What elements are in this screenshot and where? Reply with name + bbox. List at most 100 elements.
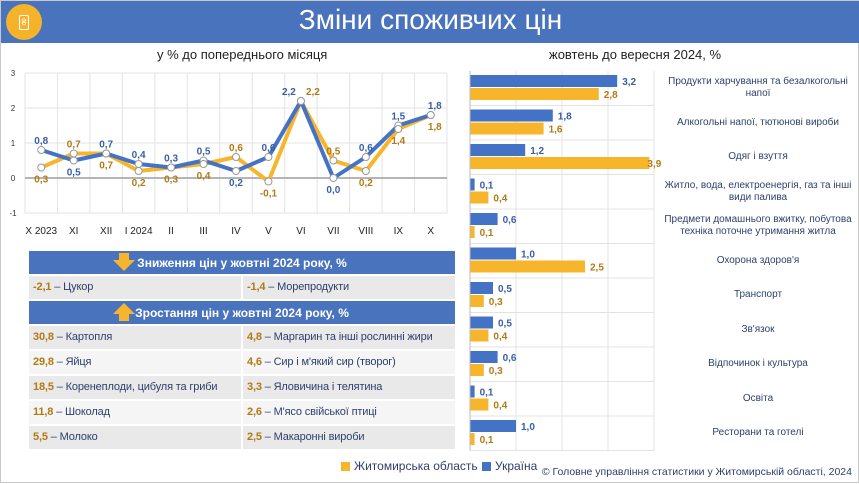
legend-zhytomyr: Житомирська область — [341, 459, 478, 473]
bar-zhytomyr — [470, 433, 475, 445]
data-point — [134, 160, 143, 168]
page-title: Зміни споживчих цін — [298, 4, 563, 35]
bar-ukraine — [470, 316, 493, 329]
bar-label: 0,5 — [498, 319, 512, 330]
increase-item: 4,6 – Сир і м'який сир (творог) — [243, 351, 455, 374]
data-label: 0,3 — [164, 154, 178, 165]
data-label: 0,4 — [132, 150, 146, 161]
category-label: Одяг і взуття — [728, 151, 788, 162]
decrease-item: -2,1 – Цукор — [29, 276, 241, 299]
data-label: 0,5 — [197, 147, 211, 158]
category-label: Відпочинок і культура — [708, 358, 808, 369]
bar-label: 3,2 — [622, 77, 636, 88]
data-label: 0,0 — [326, 185, 340, 196]
data-label: 0,8 — [34, 136, 48, 147]
data-point — [167, 163, 176, 172]
bar-ukraine — [470, 178, 475, 191]
price-tag-hryvnia-icon: ₴ — [6, 4, 42, 40]
data-label: 1,8 — [428, 101, 442, 112]
bar-zhytomyr — [470, 191, 489, 204]
data-point — [426, 111, 435, 119]
data-label: 0,5 — [67, 168, 81, 179]
increase-item: 2,5 – Макаронні вироби — [243, 426, 455, 449]
increase-item: 5,5 – Молоко — [29, 426, 241, 449]
data-point — [329, 174, 338, 182]
arrow-down-icon — [113, 253, 135, 271]
data-label: 0,2 — [229, 178, 243, 189]
bar-label: 0,1 — [480, 181, 494, 192]
bar-ukraine — [470, 75, 618, 87]
y-tick-label: 0 — [11, 174, 16, 183]
bar-ukraine — [470, 213, 498, 225]
data-label: 1,5 — [391, 112, 405, 123]
category-label: Житло, вода, електроенергія, газ та інші… — [664, 179, 852, 203]
category-label: Алкогольні напої, тютюнові вироби — [677, 116, 839, 128]
increase-item: 18,5 – Коренеплоди, цибуля та гриби — [29, 376, 241, 399]
data-label: 0,3 — [34, 175, 48, 186]
bar-label: 3,9 — [647, 159, 661, 170]
bar-label: 1,2 — [530, 146, 544, 157]
x-tick-label: II — [168, 226, 174, 237]
data-point — [264, 153, 273, 161]
data-point — [134, 167, 143, 175]
bar-label: 1,6 — [549, 125, 563, 136]
data-point — [69, 149, 78, 158]
bar-ukraine — [470, 385, 475, 398]
bar-label: 0,1 — [480, 388, 494, 399]
bar-ukraine — [470, 144, 526, 156]
x-tick-label: X 2023 — [25, 226, 57, 237]
data-label: 0,7 — [99, 140, 113, 151]
x-tick-label: VII — [327, 226, 339, 237]
data-point — [69, 156, 78, 165]
x-tick-label: I 2024 — [125, 226, 153, 237]
data-label: 1,4 — [391, 136, 405, 147]
bar-ukraine — [470, 282, 493, 294]
data-point — [37, 146, 46, 154]
data-point — [199, 160, 208, 168]
x-tick-label: VIII — [358, 226, 373, 237]
category-label: Охорона здоров'я — [716, 254, 800, 266]
increase-item: 30,8 – Картопля — [29, 326, 241, 349]
data-label: 0,6 — [359, 143, 373, 154]
arrow-up-icon — [113, 303, 135, 321]
data-point — [232, 153, 240, 161]
category-label: Освіта — [742, 392, 774, 404]
bar-zhytomyr — [470, 260, 585, 273]
data-label: 0,2 — [132, 178, 146, 189]
bar-label: 0,5 — [498, 284, 512, 295]
bar-ukraine — [470, 351, 498, 363]
increase-row: 30,8 – Картопля 4,8 – Маргарин та інші ро… — [29, 326, 455, 349]
bar-label: 2,5 — [590, 263, 604, 274]
bar-label: 0,1 — [480, 228, 494, 239]
decrease-header: Зниження цін у жовтні 2024 року, % — [29, 251, 455, 274]
copyright: © Головне управління статистики у Житоми… — [541, 466, 852, 478]
header-bar: ₴ Зміни споживчих цін — [1, 1, 859, 43]
data-point — [361, 167, 370, 175]
bar-zhytomyr — [470, 157, 650, 169]
bar-label: 1,0 — [521, 250, 535, 261]
y-tick-label: 3 — [11, 69, 16, 78]
data-label: 2,2 — [282, 87, 296, 98]
data-label: 0,4 — [197, 171, 211, 182]
x-tick-label: III — [199, 226, 207, 237]
data-label: 0,6 — [262, 143, 276, 154]
legend-ukraine: Україна — [482, 459, 537, 473]
bar-label: 1,8 — [558, 112, 572, 123]
bar-zhytomyr — [470, 364, 484, 376]
bar-label: 0,3 — [489, 297, 503, 308]
increase-item: 29,8 – Яйця — [29, 351, 241, 374]
decrease-title: Зниження цін у жовтні 2024 року, % — [137, 255, 347, 270]
x-tick-label: XI — [69, 226, 78, 237]
bar-zhytomyr — [470, 122, 544, 135]
increase-title: Зростання цін у жовтні 2024 року, % — [135, 305, 349, 320]
bar-zhytomyr — [470, 329, 489, 342]
data-point — [37, 163, 46, 172]
data-label: 0,7 — [67, 140, 81, 151]
data-label: 0,5 — [326, 147, 340, 158]
increase-row: 18,5 – Коренеплоди, цибуля та гриби 3,3 –… — [29, 376, 455, 399]
data-label: 0,2 — [359, 178, 373, 189]
data-label: 0,3 — [164, 175, 178, 186]
y-tick-label: 1 — [11, 139, 16, 148]
increase-row: 29,8 – Яйця 4,6 – Сир і м'який сир (творо… — [29, 351, 455, 374]
